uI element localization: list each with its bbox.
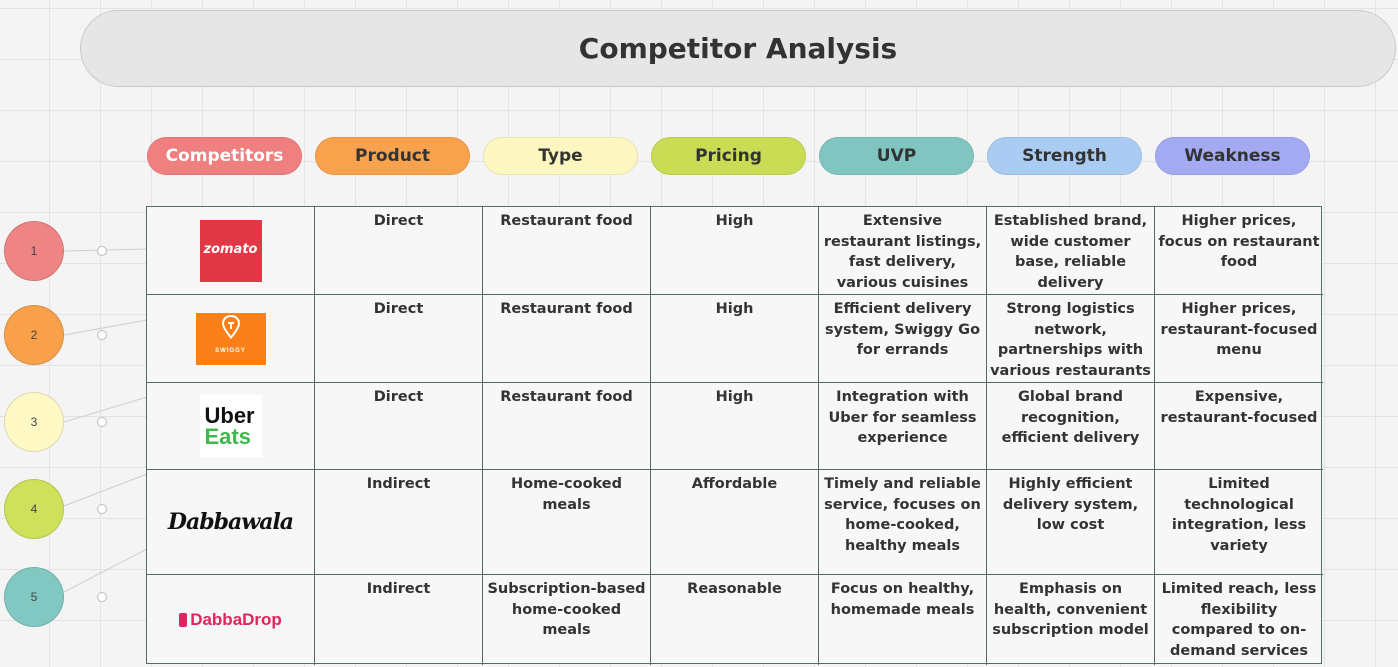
competitor-logo-cell: DabbaDrop [147,575,315,665]
column-header-type: Type [483,137,638,175]
cell-weakness: Limited reach, less flexibility compared… [1161,581,1317,659]
row-number-node[interactable]: 4 [4,479,64,539]
zomato-logo: zomato [199,219,262,282]
connector-handle[interactable] [97,246,107,256]
competitor-logo-cell: Uber Eats [147,383,315,470]
cell-weakness: Limited technological integration, less … [1155,470,1323,575]
cell-product: Direct [315,295,483,383]
cell-type: Home-cooked meals [483,470,651,575]
cell-pricing: Reasonable [651,575,819,665]
cell-product: Indirect [315,575,483,665]
dabbadrop-wordmark: DabbaDrop [190,609,282,629]
column-header-pricing: Pricing [651,137,806,175]
cell-uvp: Focus on healthy, homemade meals [819,575,987,665]
connector-handle[interactable] [97,592,107,602]
cell-product: Direct [315,207,483,295]
cell-strength: Established brand, wide customer base, r… [987,207,1155,295]
cell-type: Restaurant food [483,383,651,470]
connector-handle[interactable] [97,330,107,340]
cell-pricing: High [651,295,819,383]
cell-weakness: Higher prices, restaurant-focused menu [1155,295,1323,383]
competitor-logo-cell: Dabbawala [147,470,315,575]
title-banner: Competitor Analysis [80,10,1396,87]
uber-wordmark: Uber [204,403,255,428]
cell-product: Direct [315,383,483,470]
cell-type: Subscription-based home-cooked meals [483,575,651,665]
column-header-uvp: UVP [819,137,974,175]
cell-uvp: Integration with Uber for seamless exper… [819,383,987,470]
competitor-logo-cell: SWIGGY [147,295,315,383]
competitor-table: zomato Direct Restaurant food High Extensive… [146,206,1323,665]
cell-strength: Highly efficient delivery system, low co… [987,470,1155,575]
cell-pricing: High [651,207,819,295]
tiffin-icon [179,613,188,627]
cell-strength: Global brand recognition, efficient deli… [987,383,1155,470]
column-header-strength: Strength [987,137,1142,175]
cell-weakness: Higher prices, focus on restaurant food [1155,207,1323,295]
cell-strength: Emphasis on health, convenient subscript… [987,575,1155,665]
swiggy-wordmark: SWIGGY [215,348,246,355]
dabbadrop-logo: DabbaDrop [179,610,282,631]
row-number-node[interactable]: 5 [4,567,64,627]
cell-pricing: High [651,383,819,470]
row-number-node[interactable]: 1 [4,221,64,281]
cell-uvp: Timely and reliable service, focuses on … [819,470,987,575]
cell-strength: Strong logistics network, partnerships w… [987,295,1155,383]
page-title: Competitor Analysis [578,32,898,65]
competitor-logo-cell: zomato [147,207,315,295]
cell-weakness: Expensive, restaurant-focused [1155,383,1323,470]
cell-uvp: Efficient delivery system, Swiggy Go for… [819,295,987,383]
column-header-weakness: Weakness [1155,137,1310,175]
uber-eats-logo: Uber Eats [199,395,262,457]
eats-wordmark: Eats [204,424,251,449]
connector-handle[interactable] [97,504,107,514]
cell-type: Restaurant food [483,207,651,295]
dabbawala-logo: Dabbawala [167,508,294,535]
cell-product: Indirect [315,470,483,575]
dabbawala-wordmark: Dabbawala [167,508,294,535]
column-header-product: Product [315,137,470,175]
row-number-node[interactable]: 3 [4,392,64,452]
cell-pricing: Affordable [651,470,819,575]
cell-uvp: Extensive restaurant listings, fast deli… [819,207,987,295]
swiggy-logo: SWIGGY [195,312,266,365]
column-header-competitors: Competitors [147,137,302,175]
row-number-node[interactable]: 2 [4,305,64,365]
cell-type: Restaurant food [483,295,651,383]
connector-handle[interactable] [97,417,107,427]
